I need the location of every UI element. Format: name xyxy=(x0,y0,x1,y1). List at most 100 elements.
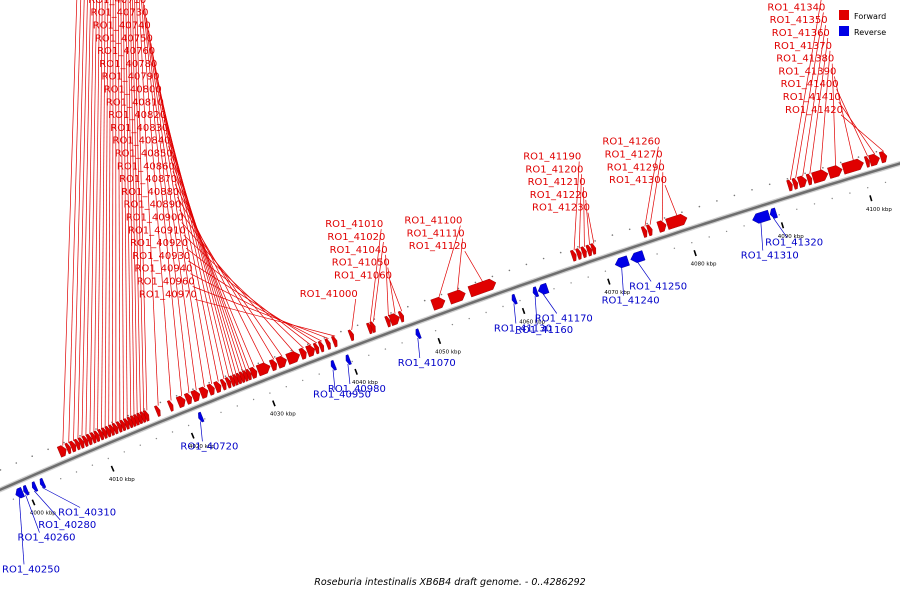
gene-ro1-40880[interactable] xyxy=(268,358,279,372)
reverse-gene-arrow[interactable] xyxy=(769,207,778,219)
gene-ro1-40530[interactable] xyxy=(111,422,120,435)
gene-label[interactable]: RO1_40800 xyxy=(104,85,162,96)
reverse-gene-arrow[interactable] xyxy=(38,477,47,489)
gene-label[interactable]: RO1_41190 xyxy=(523,152,581,163)
gene-ro1-41290[interactable] xyxy=(656,220,668,233)
forward-gene-arrow[interactable] xyxy=(317,340,326,353)
reverse-gene-arrow[interactable] xyxy=(22,484,30,496)
gene-label[interactable]: RO1_40870 xyxy=(119,174,177,185)
forward-gene-arrow[interactable] xyxy=(93,430,102,443)
gene-label[interactable]: RO1_40810 xyxy=(106,97,164,108)
forward-gene-arrow[interactable] xyxy=(111,422,120,435)
gene-ro1-41380[interactable] xyxy=(827,164,843,179)
reverse-gene-arrow[interactable] xyxy=(14,487,25,499)
gene-ro1-40450[interactable] xyxy=(81,435,90,448)
gene-ro1-40930[interactable] xyxy=(312,342,321,355)
gene-label[interactable]: RO1_41310 xyxy=(741,251,799,262)
gene-ro1-40850[interactable] xyxy=(245,368,253,381)
gene-ro1-40630[interactable] xyxy=(136,412,144,425)
gene-ro1-40780[interactable] xyxy=(219,378,228,391)
forward-gene-arrow[interactable] xyxy=(863,156,871,168)
gene-ro1-40550[interactable] xyxy=(119,419,128,432)
gene-label[interactable]: RO1_40280 xyxy=(38,520,96,531)
forward-gene-arrow[interactable] xyxy=(198,386,210,399)
forward-gene-arrow[interactable] xyxy=(213,380,223,394)
gene-ro1-40620[interactable] xyxy=(132,414,141,426)
gene-label[interactable]: RO1_41390 xyxy=(778,66,836,77)
gene-label[interactable]: RO1_41200 xyxy=(525,164,583,175)
gene-label[interactable]: RO1_41320 xyxy=(765,238,823,249)
forward-gene-arrow[interactable] xyxy=(369,321,378,334)
gene-ro1-41330[interactable] xyxy=(786,179,795,192)
gene-label[interactable]: RO1_41020 xyxy=(327,232,385,243)
forward-gene-arrow[interactable] xyxy=(646,224,654,237)
gene-ro1-40710[interactable] xyxy=(183,392,194,405)
gene-ro1-41120[interactable] xyxy=(467,277,498,298)
forward-gene-arrow[interactable] xyxy=(132,414,141,426)
reverse-gene-arrow[interactable] xyxy=(537,282,550,296)
reverse-gene-arrow[interactable] xyxy=(30,481,39,493)
gene-ro1-40580[interactable] xyxy=(126,416,135,429)
gene-ro1-40690[interactable] xyxy=(166,400,175,412)
forward-gene-arrow[interactable] xyxy=(388,312,402,326)
gene-label[interactable]: RO1_40720 xyxy=(180,441,238,452)
gene-ro1-40920[interactable] xyxy=(305,344,316,358)
forward-gene-arrow[interactable] xyxy=(324,338,333,350)
gene-ro1-41300[interactable] xyxy=(665,213,688,230)
gene-ro1-40280[interactable] xyxy=(30,481,39,493)
forward-gene-arrow[interactable] xyxy=(238,371,247,384)
forward-gene-arrow[interactable] xyxy=(73,438,82,451)
gene-label[interactable]: RO1_41000 xyxy=(300,289,358,300)
gene-label[interactable]: RO1_41400 xyxy=(781,79,839,90)
forward-gene-arrow[interactable] xyxy=(219,378,228,391)
gene-ro1-40720[interactable] xyxy=(197,411,205,423)
gene-ro1-40800[interactable] xyxy=(228,375,237,387)
forward-gene-arrow[interactable] xyxy=(77,437,86,449)
gene-label[interactable]: RO1_40890 xyxy=(124,200,182,211)
gene-ro1-40890[interactable] xyxy=(275,355,289,369)
forward-gene-arrow[interactable] xyxy=(665,213,688,230)
gene-label[interactable]: RO1_41220 xyxy=(530,190,588,201)
gene-ro1-40490[interactable] xyxy=(97,428,106,441)
gene-ro1-40810[interactable] xyxy=(232,374,240,386)
forward-gene-arrow[interactable] xyxy=(245,368,253,381)
forward-gene-arrow[interactable] xyxy=(119,419,128,432)
forward-gene-arrow[interactable] xyxy=(56,444,68,458)
gene-label[interactable]: RO1_41420 xyxy=(785,105,843,116)
forward-gene-arrow[interactable] xyxy=(85,433,94,446)
forward-gene-arrow[interactable] xyxy=(805,173,814,186)
gene-ro1-41220[interactable] xyxy=(585,244,594,257)
gene-label[interactable]: RO1_40910 xyxy=(128,225,186,236)
forward-gene-arrow[interactable] xyxy=(796,175,808,189)
gene-label[interactable]: RO1_40730 xyxy=(91,8,149,19)
gene-label[interactable]: RO1_41240 xyxy=(602,296,660,307)
gene-label[interactable]: RO1_40780 xyxy=(99,59,157,70)
gene-ro1-41350[interactable] xyxy=(796,175,808,189)
forward-gene-arrow[interactable] xyxy=(589,243,597,255)
gene-label[interactable]: RO1_40940 xyxy=(135,264,193,275)
gene-ro1-40980[interactable] xyxy=(344,354,352,366)
forward-gene-arrow[interactable] xyxy=(136,412,144,425)
gene-ro1-40950[interactable] xyxy=(329,359,337,371)
gene-ro1-40500[interactable] xyxy=(100,427,109,439)
gene-label[interactable]: RO1_41130 xyxy=(494,324,552,335)
gene-ro1-41340[interactable] xyxy=(791,177,800,190)
gene-ro1-40460[interactable] xyxy=(85,433,94,446)
forward-gene-arrow[interactable] xyxy=(89,432,98,444)
gene-label[interactable]: RO1_40970 xyxy=(139,289,197,300)
gene-label[interactable]: RO1_41300 xyxy=(609,175,667,186)
forward-gene-arrow[interactable] xyxy=(108,424,116,436)
forward-gene-arrow[interactable] xyxy=(166,400,175,412)
gene-label[interactable]: RO1_40930 xyxy=(132,251,190,262)
forward-gene-arrow[interactable] xyxy=(298,347,309,360)
gene-label[interactable]: RO1_41010 xyxy=(325,219,383,230)
gene-ro1-41250[interactable] xyxy=(629,250,646,265)
gene-ro1-41230[interactable] xyxy=(589,243,597,255)
reverse-gene-arrow[interactable] xyxy=(531,286,540,298)
gene-label[interactable]: RO1_40710 xyxy=(88,0,146,6)
gene-label[interactable]: RO1_41330 xyxy=(765,0,823,1)
forward-gene-arrow[interactable] xyxy=(268,358,279,372)
gene-ro1-41400[interactable] xyxy=(863,156,871,168)
gene-ro1-40680[interactable] xyxy=(154,405,162,417)
gene-ro1-41010[interactable] xyxy=(366,322,374,335)
